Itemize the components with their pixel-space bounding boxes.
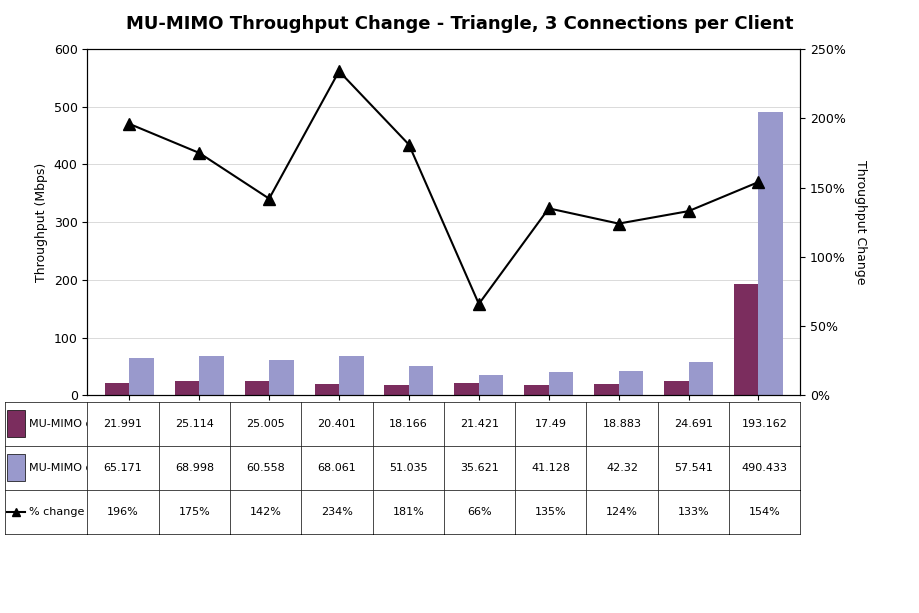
Text: 42.32: 42.32 bbox=[606, 463, 638, 473]
Text: 66%: 66% bbox=[467, 507, 492, 517]
Text: 25.005: 25.005 bbox=[246, 419, 285, 428]
Text: 18.166: 18.166 bbox=[389, 419, 427, 428]
Bar bbox=[339, 356, 363, 395]
Text: 68.061: 68.061 bbox=[317, 463, 356, 473]
Bar bbox=[618, 371, 642, 395]
Text: 20.401: 20.401 bbox=[317, 419, 356, 428]
Text: % change: % change bbox=[29, 507, 85, 517]
Y-axis label: Throughput (Mbps): Throughput (Mbps) bbox=[35, 162, 48, 282]
Bar bbox=[478, 375, 503, 395]
Bar bbox=[687, 362, 712, 395]
Text: 24.691: 24.691 bbox=[674, 419, 712, 428]
Bar bbox=[7, 454, 26, 481]
Bar bbox=[130, 358, 153, 395]
Text: 234%: 234% bbox=[321, 507, 353, 517]
Text: MU-MIMO off: MU-MIMO off bbox=[29, 419, 100, 428]
Bar bbox=[314, 384, 339, 395]
Bar bbox=[105, 383, 130, 395]
Text: 25.114: 25.114 bbox=[175, 419, 213, 428]
Text: 60.558: 60.558 bbox=[246, 463, 285, 473]
Bar bbox=[524, 386, 548, 395]
Bar bbox=[757, 112, 782, 395]
Text: 196%: 196% bbox=[107, 507, 139, 517]
Text: 133%: 133% bbox=[677, 507, 709, 517]
Bar bbox=[733, 284, 757, 395]
Bar bbox=[664, 381, 687, 395]
Text: 41.128: 41.128 bbox=[531, 463, 570, 473]
Text: 21.991: 21.991 bbox=[104, 419, 142, 428]
Text: 17.49: 17.49 bbox=[534, 419, 566, 428]
Bar bbox=[199, 356, 223, 395]
Text: 18.883: 18.883 bbox=[602, 419, 641, 428]
Text: MU-MIMO Throughput Change - Triangle, 3 Connections per Client: MU-MIMO Throughput Change - Triangle, 3 … bbox=[126, 15, 793, 33]
Text: 175%: 175% bbox=[178, 507, 210, 517]
Bar bbox=[409, 366, 433, 395]
Y-axis label: Throughput Change: Throughput Change bbox=[853, 160, 866, 284]
Text: 181%: 181% bbox=[391, 507, 424, 517]
Text: 51.035: 51.035 bbox=[389, 463, 427, 473]
Text: 65.171: 65.171 bbox=[104, 463, 142, 473]
Text: 154%: 154% bbox=[748, 507, 780, 517]
Text: MU-MIMO on: MU-MIMO on bbox=[29, 463, 99, 473]
Text: 124%: 124% bbox=[606, 507, 638, 517]
Text: 21.421: 21.421 bbox=[460, 419, 498, 428]
Text: 57.541: 57.541 bbox=[674, 463, 712, 473]
Bar bbox=[594, 384, 618, 395]
Bar bbox=[7, 410, 26, 437]
Text: 135%: 135% bbox=[535, 507, 566, 517]
Text: 35.621: 35.621 bbox=[460, 463, 498, 473]
Text: 490.433: 490.433 bbox=[741, 463, 787, 473]
Text: 142%: 142% bbox=[249, 507, 281, 517]
Bar bbox=[454, 383, 478, 395]
Bar bbox=[384, 385, 409, 395]
Bar bbox=[548, 371, 573, 395]
Bar bbox=[175, 381, 199, 395]
Bar bbox=[244, 381, 269, 395]
Text: 68.998: 68.998 bbox=[175, 463, 214, 473]
Text: 193.162: 193.162 bbox=[741, 419, 787, 428]
Bar bbox=[269, 360, 293, 395]
